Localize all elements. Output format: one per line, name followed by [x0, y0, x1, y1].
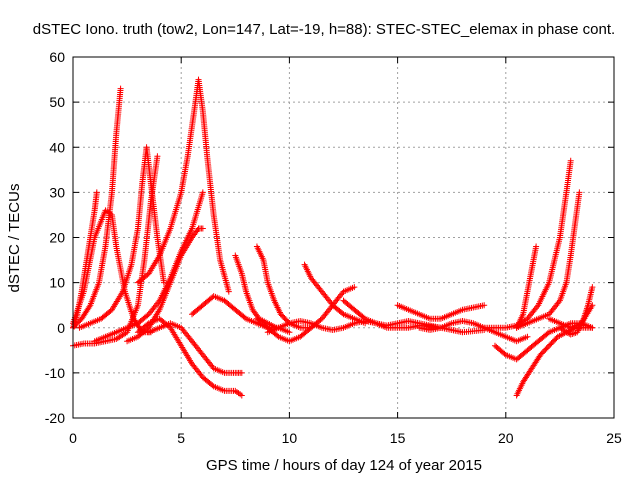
series-arc-18	[394, 302, 488, 322]
y-tick-label: 20	[49, 230, 65, 246]
x-tick-label: 15	[390, 430, 406, 446]
data-point	[286, 329, 293, 336]
series-arc-26	[546, 302, 596, 331]
data-point	[238, 392, 245, 399]
data-point	[576, 189, 583, 196]
data-point	[144, 321, 151, 328]
data-point	[117, 85, 124, 92]
y-tick-label: 50	[49, 94, 65, 110]
data-point	[589, 324, 596, 331]
y-tick-label: 10	[49, 275, 65, 291]
data-point	[154, 153, 161, 160]
data-point	[360, 314, 367, 321]
series-arc-8	[134, 315, 245, 399]
data-point	[544, 330, 551, 337]
x-tick-label: 10	[282, 430, 298, 446]
data-point	[199, 225, 206, 232]
data-point	[144, 312, 151, 319]
y-tick-label: 30	[49, 184, 65, 200]
data-point	[589, 284, 596, 291]
data-point	[567, 157, 574, 164]
data-point	[225, 288, 232, 295]
x-axis-label: GPS time / hours of day 124 of year 2015	[206, 457, 482, 474]
series-arc-19	[416, 317, 531, 345]
data-point	[160, 279, 167, 286]
x-tick-label: 20	[498, 430, 514, 446]
y-tick-label: 60	[49, 49, 65, 65]
data-series	[70, 76, 596, 399]
series-arc-6	[91, 189, 206, 345]
series-arc-24	[513, 243, 540, 331]
data-point	[481, 302, 488, 309]
x-tick-label: 0	[69, 430, 77, 446]
x-tick-label: 25	[606, 430, 622, 446]
series-arc-10	[134, 76, 232, 295]
series-arc-5	[76, 144, 167, 331]
series-arc-16	[301, 261, 369, 327]
data-point	[274, 332, 281, 339]
data-point	[589, 302, 596, 309]
data-point	[241, 314, 248, 321]
x-tick-label: 5	[177, 430, 185, 446]
data-point	[238, 369, 245, 376]
data-point	[501, 350, 508, 357]
data-point	[533, 243, 540, 250]
y-tick-label: -10	[45, 365, 65, 381]
data-point	[317, 316, 324, 323]
y-tick-label: 0	[57, 320, 65, 336]
chart-title: dSTEC Iono. truth (tow2, Lon=147, Lat=-1…	[33, 21, 615, 38]
data-point	[209, 382, 216, 389]
y-axis-label: dSTEC / TECUs	[6, 184, 23, 293]
series-arc-9	[145, 320, 245, 376]
y-tick-label: 40	[49, 139, 65, 155]
data-point	[351, 284, 358, 291]
data-point	[199, 189, 206, 196]
series-arc-22	[481, 157, 574, 331]
series-arc-17	[340, 297, 488, 336]
y-tick-label: -20	[45, 410, 65, 426]
series-arc-23	[513, 189, 583, 331]
data-point	[339, 310, 346, 317]
plot-frame	[72, 56, 615, 419]
data-point	[93, 189, 100, 196]
data-point	[524, 333, 531, 340]
series-arc-1	[70, 85, 124, 331]
